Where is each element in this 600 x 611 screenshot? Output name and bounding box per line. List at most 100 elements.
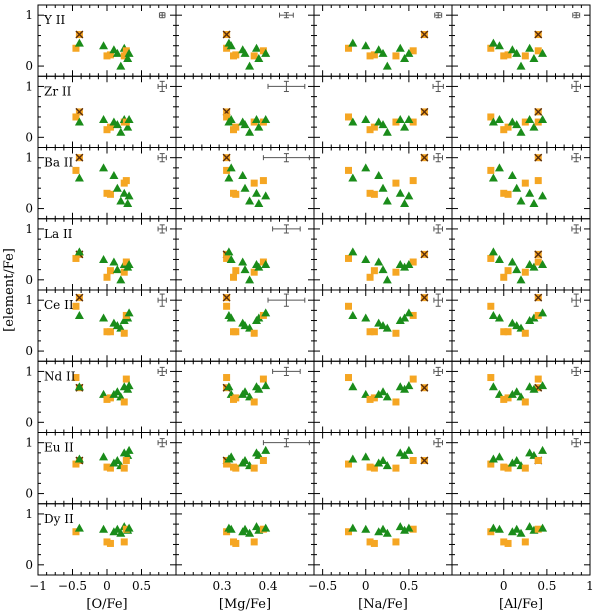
data-point-alfe-1-2: [488, 117, 498, 126]
cross-marker-line: [420, 383, 429, 392]
data-point-ofe-1-13: [124, 115, 134, 124]
data-point-ofe-7-5: [106, 539, 114, 547]
panel-frame: [451, 503, 591, 576]
data-point-alfe-3-4: [500, 273, 508, 281]
data-point-ofe-7-8: [116, 528, 126, 537]
element-label-2: Ba II: [44, 156, 74, 170]
panel-mgfe-0: [175, 4, 315, 77]
data-point-alfe-6-5: [504, 464, 512, 472]
data-point-nafe-4-0: [420, 293, 429, 302]
data-point-nafe-5-7: [378, 387, 388, 396]
cross-marker-line: [75, 153, 84, 162]
data-point-alfe-0-12: [534, 47, 542, 55]
panel-frame: [313, 432, 453, 505]
data-point-alfe-6-2: [488, 454, 498, 463]
data-point-mgfe-0-3: [226, 41, 236, 50]
x-tick-label-ofe: 0: [103, 579, 111, 593]
data-point-nafe-5-1: [345, 374, 352, 382]
data-point-mgfe-0-8: [245, 61, 255, 70]
data-point-ofe-2-6: [109, 170, 119, 179]
data-point-alfe-0-9: [521, 52, 529, 60]
data-point-ofe-5-5: [106, 394, 114, 402]
data-point-nafe-7-11: [400, 525, 410, 534]
data-point-alfe-3-6: [507, 257, 517, 266]
data-point-ofe-4-2: [74, 310, 84, 319]
data-point-ofe-0-1: [72, 44, 80, 52]
panel-alfe-0: [451, 4, 591, 77]
data-point-nafe-3-8: [382, 275, 392, 284]
data-point-alfe-2-1: [487, 166, 495, 174]
data-point-ofe-1-3: [99, 115, 109, 124]
data-point-ofe-4-8: [116, 323, 126, 332]
data-point-mgfe-3-5: [232, 267, 240, 275]
data-point-alfe-2-13: [538, 191, 548, 200]
data-point-mgfe-7-3: [226, 524, 236, 533]
data-point-mgfe-6-12: [259, 456, 267, 464]
data-point-mgfe-6-13: [261, 445, 271, 454]
data-point-ofe-7-9: [120, 538, 128, 546]
data-point-nafe-5-3: [361, 389, 371, 398]
panel-frame: [175, 432, 315, 505]
y-tick-label: 1: [25, 507, 33, 521]
data-point-mgfe-0-9: [250, 52, 258, 60]
data-point-nafe-0-0: [420, 30, 429, 39]
data-point-nafe-4-6: [374, 318, 384, 327]
panel-ofe-2: Ba II: [37, 147, 177, 220]
x-axis-label-alfe: [Al/Fe]: [499, 597, 543, 611]
data-point-ofe-5-8: [116, 392, 126, 401]
data-point-mgfe-7-13: [261, 523, 271, 532]
data-point-alfe-7-1: [487, 528, 495, 536]
x-tick-label-mgfe: 0.4: [258, 579, 277, 593]
data-point-nafe-1-13: [404, 115, 414, 124]
data-point-alfe-6-4: [500, 463, 508, 471]
data-point-alfe-3-13: [538, 260, 548, 269]
data-point-ofe-6-7: [112, 455, 122, 464]
data-point-ofe-1-11: [123, 122, 133, 131]
data-point-alfe-6-6: [507, 458, 517, 467]
data-point-alfe-7-6: [507, 527, 517, 536]
data-point-nafe-1-7: [378, 120, 388, 129]
panel-frame: [313, 360, 453, 433]
x-tick-label-nafe: −0.5: [308, 579, 337, 593]
data-point-nafe-2-1: [345, 166, 352, 174]
data-point-nafe-6-13: [404, 445, 414, 454]
data-point-nafe-3-6: [374, 257, 384, 266]
x-tick-label-alfe: 1: [586, 579, 594, 593]
cross-marker-line: [420, 456, 429, 465]
data-point-alfe-5-11: [529, 384, 539, 393]
x-tick-label-alfe: 0.5: [537, 579, 556, 593]
data-point-ofe-7-13: [124, 523, 134, 532]
data-point-alfe-1-11: [529, 122, 539, 131]
panel-alfe-7: [451, 503, 591, 576]
data-point-ofe-2-13: [124, 191, 134, 200]
data-point-nafe-6-0: [420, 456, 429, 465]
panel-ofe-6: Eu II: [37, 432, 177, 505]
panel-frame: [313, 503, 453, 576]
data-point-alfe-2-2: [488, 173, 498, 182]
x-axis-label-nafe: [Na/Fe]: [358, 597, 408, 611]
data-point-nafe-0-9: [392, 52, 400, 60]
data-point-nafe-7-3: [361, 524, 371, 533]
cross-marker-line: [222, 153, 231, 162]
data-point-nafe-3-9: [392, 268, 400, 276]
data-point-nafe-0-2: [348, 38, 358, 47]
y-tick-label: 1: [25, 8, 33, 22]
x-tick-label-mgfe: 0.3: [212, 579, 231, 593]
data-point-alfe-1-4: [500, 126, 508, 134]
data-point-mgfe-6-7: [240, 455, 250, 464]
data-point-nafe-3-4: [366, 273, 374, 281]
data-point-mgfe-2-1: [223, 166, 231, 174]
element-label-5: Nd II: [44, 369, 76, 383]
data-point-mgfe-5-7: [240, 387, 250, 396]
data-point-ofe-2-2: [74, 173, 84, 182]
data-point-ofe-4-1: [72, 302, 80, 310]
y-tick-label: 0: [25, 59, 33, 73]
data-point-ofe-2-7: [112, 183, 122, 192]
data-point-nafe-5-5: [370, 394, 378, 402]
data-point-nafe-0-4: [366, 52, 374, 60]
data-point-alfe-7-2: [488, 523, 498, 532]
data-point-nafe-4-11: [400, 313, 410, 322]
data-point-nafe-0-13: [404, 48, 414, 57]
cross-marker-line: [534, 107, 543, 116]
y-tick-label: 0: [25, 415, 33, 429]
